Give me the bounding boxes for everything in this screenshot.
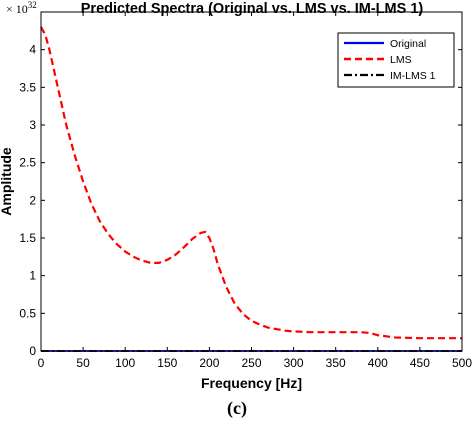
y-exponent-label: × 1032: [6, 0, 37, 16]
x-tick-label: 0: [38, 356, 45, 370]
x-tick-label: 250: [241, 356, 261, 370]
x-axis-title: Frequency [Hz]: [201, 375, 302, 391]
y-tick-label: 1.5: [19, 231, 36, 245]
legend-label-original: Original: [390, 38, 426, 50]
y-tick-label: 2: [29, 193, 36, 207]
x-tick-label: 100: [115, 356, 135, 370]
y-tick-label: 0.5: [19, 306, 36, 320]
x-tick-label: 400: [368, 356, 388, 370]
x-tick-label: 350: [326, 356, 346, 370]
x-tick-label: 200: [199, 356, 219, 370]
y-tick-label: 1: [29, 269, 36, 283]
y-tick-label: 0: [29, 344, 36, 358]
x-tick-label: 450: [410, 356, 430, 370]
y-tick-label: 3: [29, 118, 36, 132]
y-tick-label: 2.5: [19, 156, 36, 170]
legend-label-im-lms-1: IM-LMS 1: [390, 70, 436, 82]
y-tick-label: 4: [29, 43, 36, 57]
panel-caption: (c): [227, 398, 247, 418]
x-tick-label: 500: [452, 356, 472, 370]
y-axis-title: Amplitude: [0, 147, 14, 216]
y-tick-label: 3.5: [19, 80, 36, 94]
legend-label-lms: LMS: [390, 54, 412, 66]
series-line-lms: [40, 26, 462, 340]
x-tick-label: 50: [76, 356, 90, 370]
x-tick-label: 300: [284, 356, 304, 370]
x-tick-label: 150: [157, 356, 177, 370]
chart-title: Predicted Spectra (Original vs. LMS vs. …: [81, 1, 424, 17]
